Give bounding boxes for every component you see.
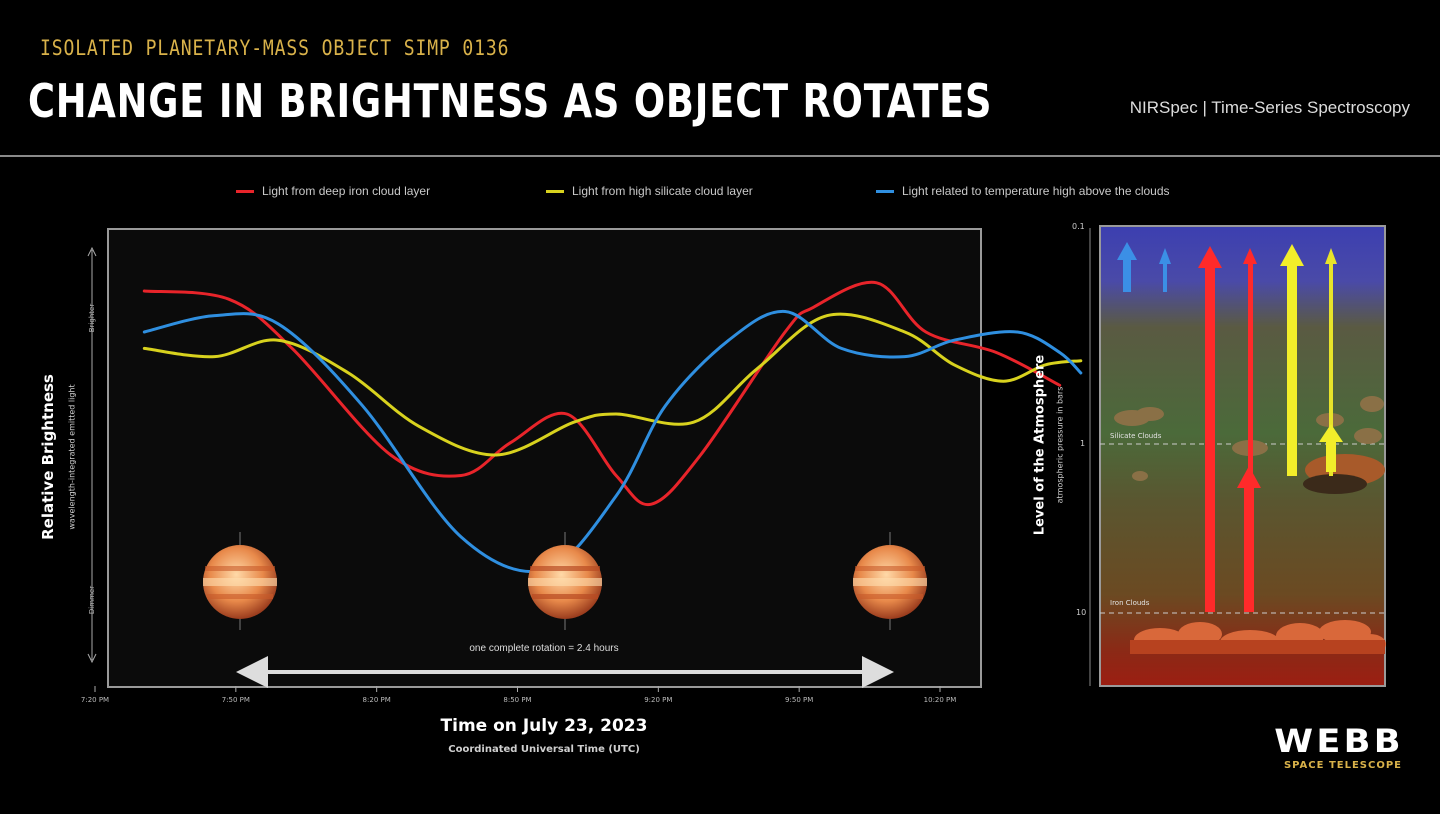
webb-logo-sub: SPACE TELESCOPE: [1283, 760, 1402, 771]
kicker-title: ISOLATED PLANETARY-MASS OBJECT SIMP 0136: [40, 36, 510, 60]
planet-icon-3: [853, 532, 927, 630]
iron-clouds-label: Iron Clouds: [1110, 599, 1150, 607]
legend-swatch-temperature: [876, 189, 894, 193]
legend: Light from deep iron cloud layer Light f…: [0, 184, 1440, 204]
pressure-tick-1: 1: [1080, 439, 1086, 448]
legend-item-iron: Light from deep iron cloud layer: [236, 184, 430, 198]
arrow-yellow-3: [1319, 424, 1343, 472]
arrow-yellow-2: [1325, 248, 1337, 476]
silicate-cloud-big: [1303, 454, 1385, 494]
legend-swatch-silicate: [546, 189, 564, 193]
x-tick-label: 10:20 PM: [923, 696, 957, 704]
planet-icon-2: [528, 532, 602, 630]
series-group: [142, 280, 1083, 574]
x-axis-sublabel: Coordinated Universal Time (UTC): [448, 744, 640, 755]
x-axis-label: Time on July 23, 2023: [440, 716, 648, 736]
legend-label-temperature: Light related to temperature high above …: [902, 184, 1170, 198]
arrow-red-1: [1198, 246, 1222, 612]
arrow-blue-2: [1159, 248, 1171, 292]
series-line-silicate: [142, 312, 1083, 457]
series-line-temperature: [142, 309, 1083, 574]
legend-label-iron: Light from deep iron cloud layer: [262, 184, 431, 198]
pressure-tick-0: 0.1: [1072, 222, 1085, 231]
brightness-arrow-down: [87, 653, 97, 664]
x-tick-label: 7:50 PM: [221, 696, 250, 704]
brightness-arrow-up: [87, 246, 97, 257]
x-tick-label: 8:20 PM: [362, 696, 391, 704]
legend-item-temperature: Light related to temperature high above …: [876, 184, 1170, 198]
rotation-label: one complete rotation = 2.4 hours: [469, 643, 619, 654]
x-ticks: [94, 686, 941, 692]
x-tick-label: 8:50 PM: [503, 696, 532, 704]
arrow-blue-1: [1117, 242, 1137, 292]
legend-label-silicate: Light from high silicate cloud layer: [572, 184, 753, 198]
silicate-clouds: [1114, 396, 1384, 481]
series-line-iron: [142, 280, 1062, 507]
arrow-red-3: [1237, 466, 1261, 612]
legend-swatch-iron: [236, 189, 254, 193]
arrow-red-2: [1243, 248, 1257, 612]
x-tick-label: 7:20 PM: [80, 696, 110, 704]
legend-item-silicate: Light from high silicate cloud layer: [546, 184, 753, 198]
x-tick-label: 9:20 PM: [644, 696, 673, 704]
pressure-tick-2: 10: [1076, 608, 1087, 617]
iron-clouds: [1130, 620, 1386, 654]
instrument-label: NIRSpec | Time-Series Spectroscopy: [1129, 98, 1410, 117]
atmosphere-y-sublabel: atmospheric pressure in bars: [1055, 386, 1065, 504]
planet-icon-1: [203, 532, 277, 630]
webb-logo: WEBB: [1274, 722, 1404, 760]
x-tick-label: 9:50 PM: [785, 696, 814, 704]
page-title: CHANGE IN BRIGHTNESS AS OBJECT ROTATES: [28, 74, 993, 128]
atmosphere-y-label: Level of the Atmosphere: [1032, 354, 1048, 536]
arrow-yellow-1: [1280, 244, 1304, 476]
silicate-clouds-label: Silicate Clouds: [1110, 432, 1162, 440]
header-divider: [0, 155, 1440, 157]
